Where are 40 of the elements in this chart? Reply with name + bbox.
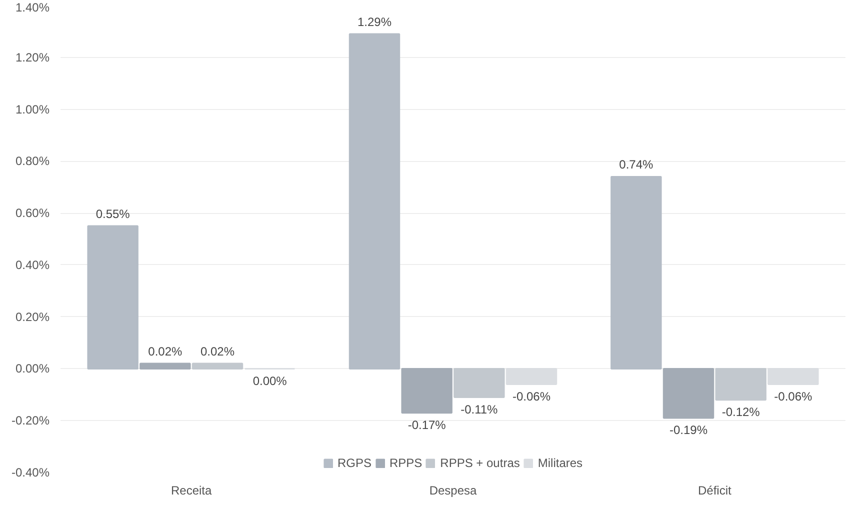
data-label: -0.17% xyxy=(408,418,446,432)
y-tick-label: 0.20% xyxy=(15,310,50,324)
x-tick-label: Receita xyxy=(170,484,212,498)
bar xyxy=(192,362,244,370)
x-tick-label: Déficit xyxy=(698,484,732,498)
data-label: 0.74% xyxy=(619,158,654,172)
y-tick-label: 0.80% xyxy=(15,154,50,168)
y-tick-label: 1.20% xyxy=(15,50,50,64)
data-label: 0.00% xyxy=(252,374,288,388)
bar xyxy=(454,368,505,398)
y-tick-label: 0.60% xyxy=(15,206,50,220)
data-label: 0.02% xyxy=(148,344,183,358)
bar xyxy=(506,368,558,386)
legend-label: Militares xyxy=(538,456,583,470)
bar xyxy=(401,368,452,414)
bar xyxy=(87,225,138,370)
x-tick-label: Despesa xyxy=(429,484,478,498)
data-label: -0.11% xyxy=(460,402,498,416)
bar xyxy=(610,176,662,370)
bar xyxy=(715,368,766,401)
bar xyxy=(768,368,819,386)
bar xyxy=(348,33,400,370)
y-tick-label: 1.00% xyxy=(15,102,50,116)
bar xyxy=(662,368,714,419)
legend-label: RPPS + outras xyxy=(440,456,520,470)
legend-label: RPPS xyxy=(389,456,422,470)
data-label: -0.06% xyxy=(774,389,813,404)
y-tick-label: 0.00% xyxy=(15,362,50,376)
y-tick-label: -0.40% xyxy=(11,466,50,480)
legend-label: RGPS xyxy=(337,456,372,470)
data-label: 0.02% xyxy=(200,344,235,358)
data-label: -0.12% xyxy=(722,405,760,420)
data-label: -0.19% xyxy=(669,423,708,438)
data-label: 0.55% xyxy=(96,206,130,221)
data-label: 1.29% xyxy=(357,14,392,29)
bar xyxy=(140,362,191,370)
data-label: -0.06% xyxy=(512,389,551,404)
y-tick-label: -0.20% xyxy=(11,414,50,428)
y-tick-label: 0.40% xyxy=(15,258,50,272)
y-tick-label: 1.40% xyxy=(15,0,50,14)
